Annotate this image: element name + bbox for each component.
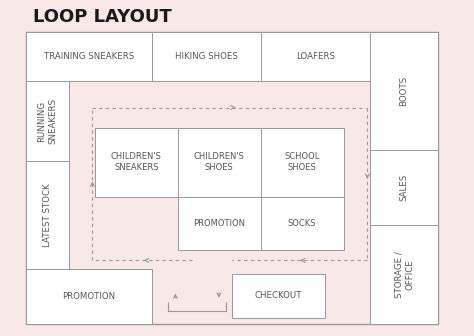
Text: HIKING SHOES: HIKING SHOES	[175, 52, 237, 61]
Bar	[261, 32, 370, 81]
Bar	[370, 32, 438, 150]
Text: SOCKS: SOCKS	[288, 219, 317, 228]
Text: PROMOTION: PROMOTION	[62, 292, 116, 301]
Text: BOOTS: BOOTS	[400, 76, 409, 106]
Bar	[178, 197, 261, 250]
Text: CHILDREN'S
SHOES: CHILDREN'S SHOES	[194, 152, 245, 172]
Text: SCHOOL
SHOES: SCHOOL SHOES	[284, 152, 320, 172]
Bar	[261, 197, 344, 250]
Bar	[178, 128, 261, 197]
Text: SALES: SALES	[400, 174, 409, 201]
Text: LATEST STOCK: LATEST STOCK	[43, 183, 52, 247]
Bar	[261, 128, 344, 197]
Text: RUNNING
SNEAKERS: RUNNING SNEAKERS	[37, 98, 57, 144]
Bar	[26, 32, 438, 324]
Text: PROMOTION: PROMOTION	[193, 219, 245, 228]
Bar	[26, 161, 69, 269]
Bar	[26, 81, 69, 161]
Text: CHECKOUT: CHECKOUT	[255, 291, 302, 300]
Bar	[232, 274, 325, 318]
Bar	[95, 128, 178, 197]
Text: LOAFERS: LOAFERS	[296, 52, 335, 61]
Bar	[370, 150, 438, 225]
Text: STORAGE /
OFFICE: STORAGE / OFFICE	[394, 251, 414, 298]
Text: CHILDREN'S
SNEAKERS: CHILDREN'S SNEAKERS	[111, 152, 162, 172]
Text: TRAINING SNEAKERS: TRAINING SNEAKERS	[44, 52, 134, 61]
Bar	[152, 32, 261, 81]
Bar	[370, 225, 438, 324]
Bar	[26, 269, 152, 324]
Bar	[26, 32, 152, 81]
Text: LOOP LAYOUT: LOOP LAYOUT	[33, 8, 172, 27]
